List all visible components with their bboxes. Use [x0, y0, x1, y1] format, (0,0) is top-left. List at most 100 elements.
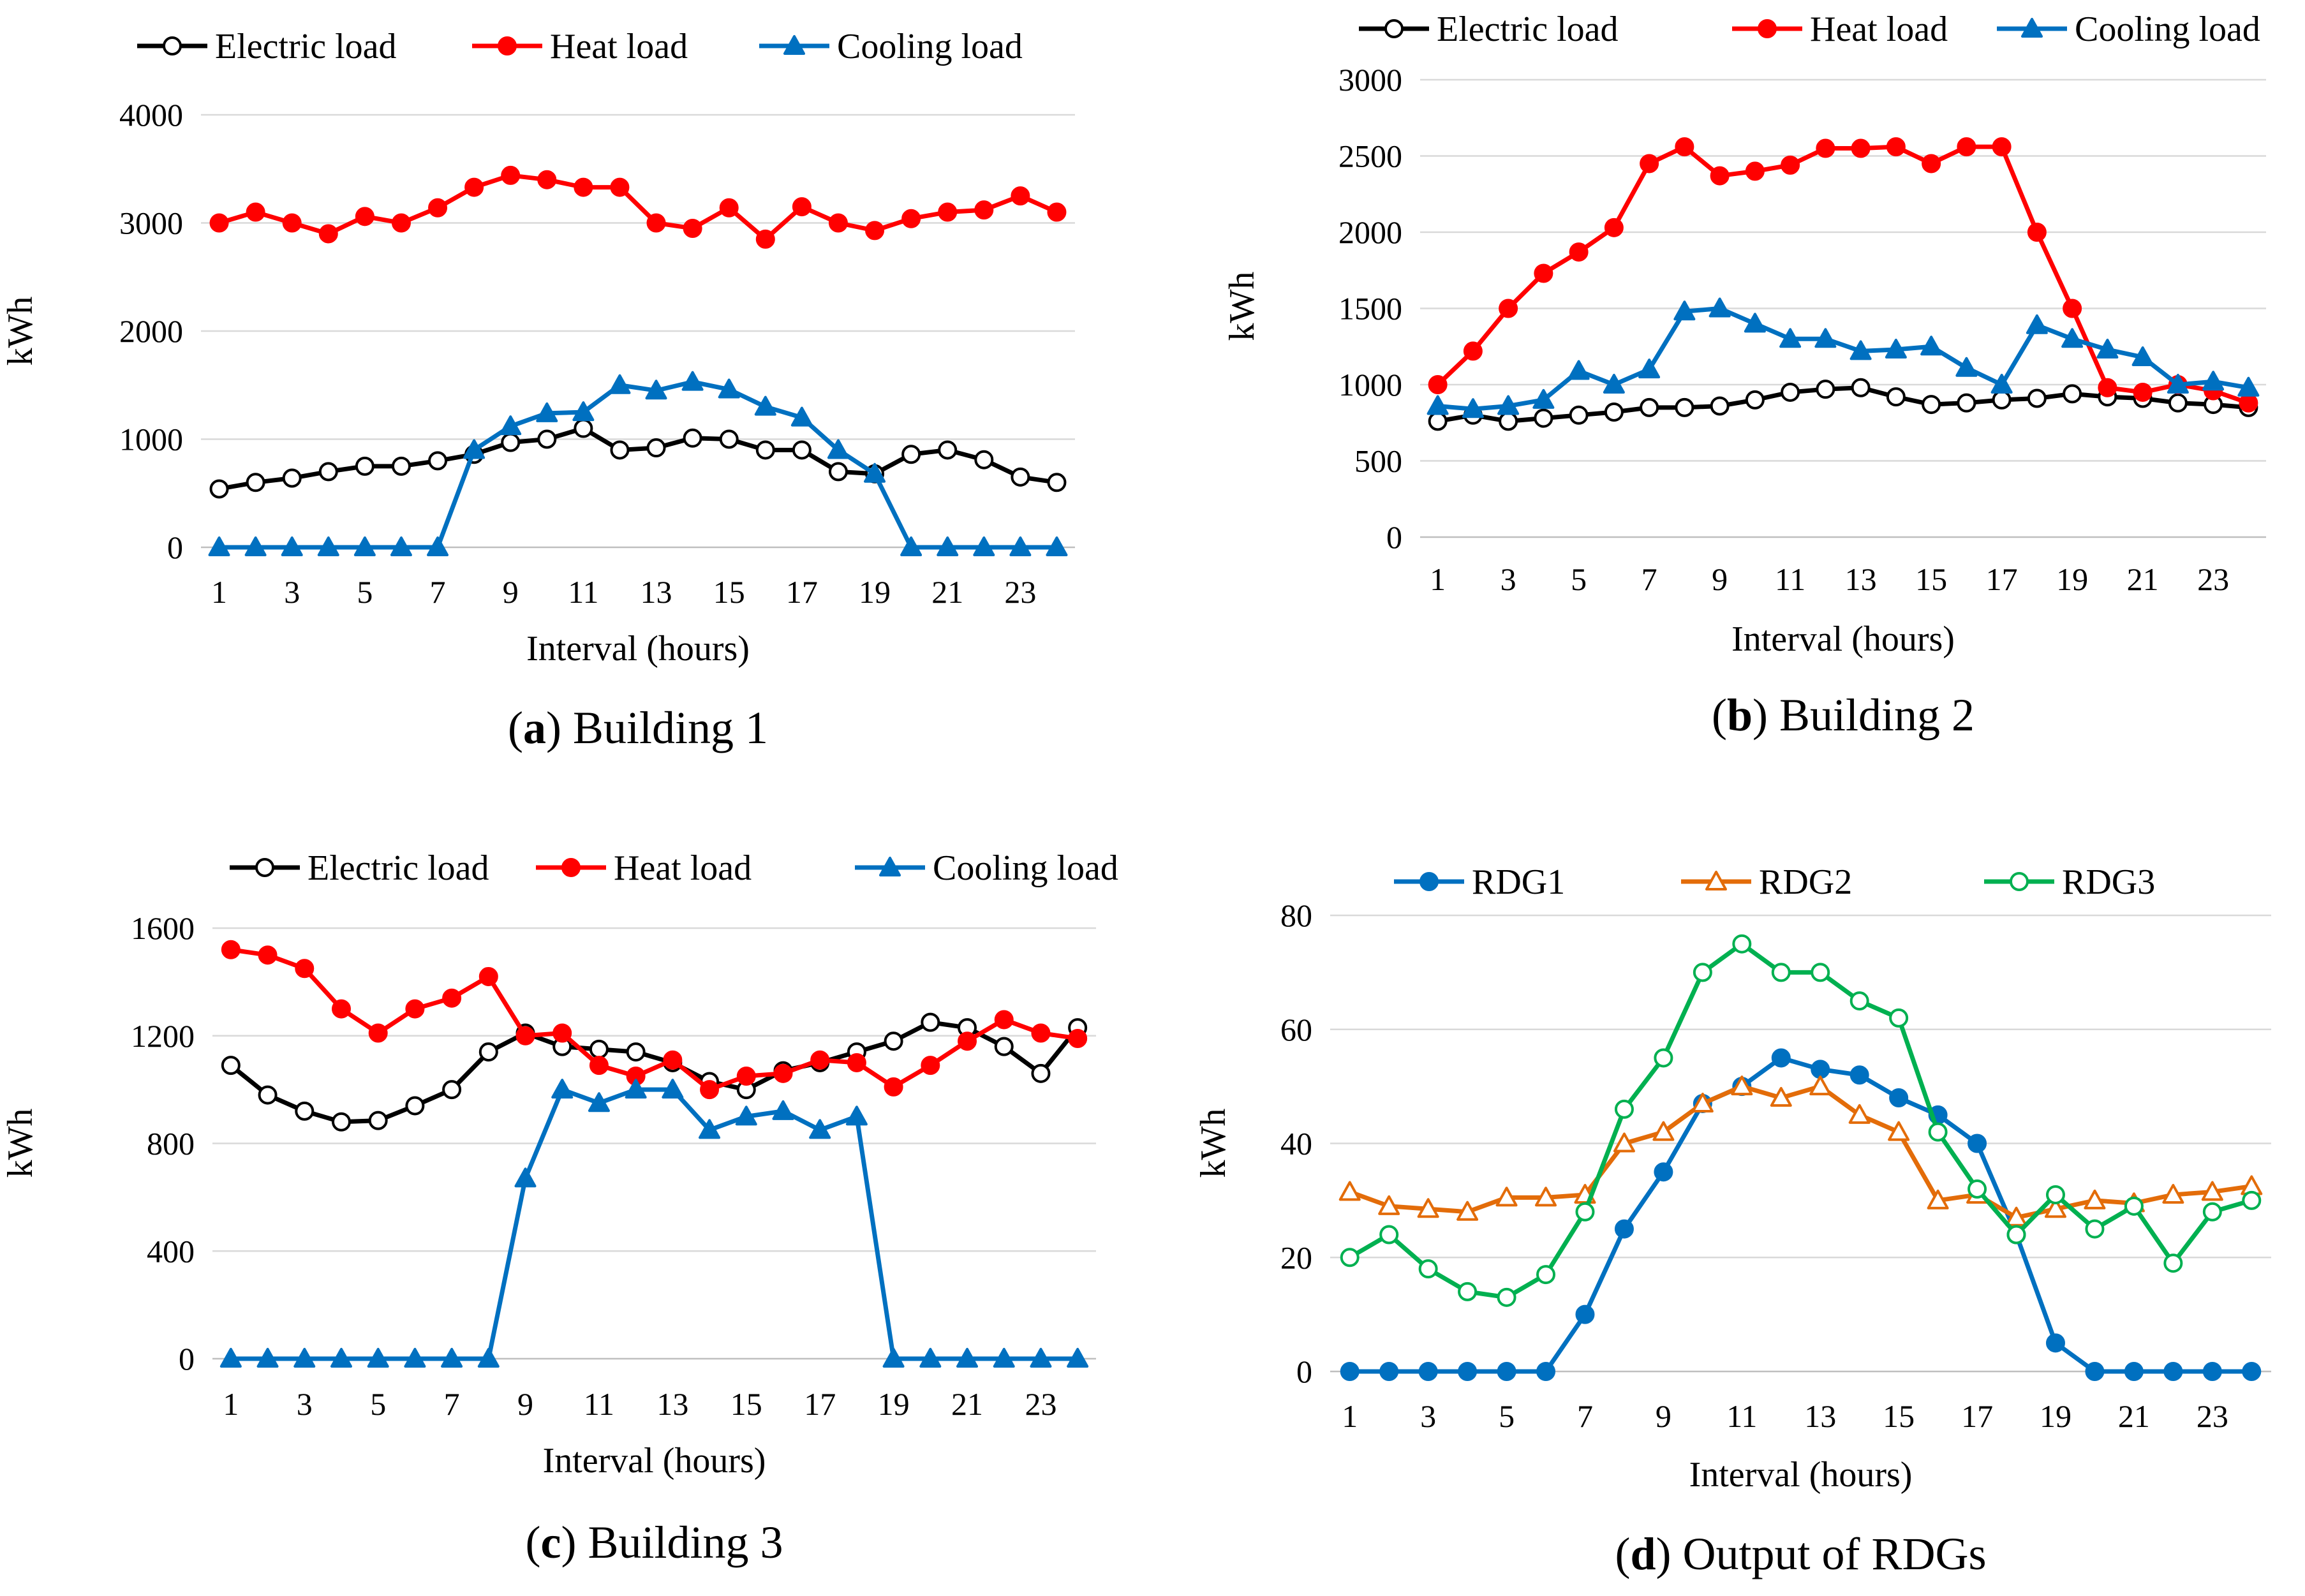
data-point	[1536, 1362, 1556, 1381]
data-point	[1067, 1348, 1089, 1368]
data-point	[281, 536, 303, 556]
data-point	[477, 1348, 500, 1368]
data-point	[1922, 395, 1941, 415]
data-point	[536, 402, 558, 422]
data-point	[1992, 390, 2012, 410]
legend-marker	[783, 35, 805, 55]
data-point	[1654, 1162, 1673, 1182]
data-point	[1458, 1362, 1478, 1381]
data-point	[1811, 963, 1830, 982]
data-point	[884, 1031, 903, 1051]
data-point	[209, 213, 229, 233]
data-point	[1568, 360, 1590, 380]
y-tick-label: 1600	[131, 910, 195, 946]
data-point	[1569, 405, 1589, 425]
data-point	[317, 536, 339, 556]
data-point	[828, 462, 848, 482]
data-point	[209, 479, 229, 499]
data-point	[2085, 1362, 2105, 1381]
data-point	[1009, 536, 1032, 556]
data-point	[391, 456, 411, 476]
x-tick-label: 17	[1986, 561, 2018, 597]
legend-marker	[1419, 872, 1439, 891]
y-tick-label: 1000	[1338, 367, 1402, 403]
series-cooling-load	[208, 371, 1068, 556]
data-point	[258, 945, 278, 965]
y-tick-label: 2000	[119, 313, 183, 349]
x-tick-label: 17	[786, 574, 818, 610]
data-point	[1569, 242, 1589, 262]
x-tick-label: 7	[430, 574, 446, 610]
data-point	[514, 1167, 537, 1188]
legend-marker	[2021, 18, 2043, 38]
data-point	[900, 536, 923, 556]
x-tick-label: 17	[1961, 1398, 1993, 1434]
legend-label: Cooling load	[933, 848, 1118, 888]
data-point	[282, 468, 302, 488]
data-point	[1710, 166, 1730, 186]
caption-title: Building 3	[588, 1517, 783, 1568]
data-point	[1640, 154, 1659, 174]
data-point	[2133, 382, 2153, 402]
data-point	[221, 1056, 241, 1075]
data-point	[974, 450, 994, 469]
series-line	[1347, 1084, 2254, 1220]
x-axis-title: Interval (hours)	[526, 629, 750, 669]
legend-item: Electric load	[137, 27, 397, 66]
data-point	[1534, 408, 1553, 428]
legend: Electric load Heat load Cooling load	[230, 848, 1118, 888]
data-point	[1456, 1201, 1479, 1221]
panel-caption: (d) Output of RDGs	[1615, 1528, 1986, 1579]
data-point	[1811, 1060, 1830, 1079]
data-point	[1886, 137, 1906, 157]
data-point	[293, 1348, 316, 1368]
data-point	[1851, 138, 1871, 158]
x-tick-label: 17	[804, 1386, 836, 1422]
data-point	[1779, 328, 1802, 348]
data-point	[1652, 1121, 1675, 1141]
data-point	[646, 213, 666, 233]
data-point	[994, 1037, 1014, 1056]
data-point	[1992, 137, 2012, 157]
data-point	[755, 229, 775, 249]
x-tick-label: 1	[1430, 561, 1446, 597]
data-point	[792, 197, 812, 217]
x-tick-label: 15	[713, 574, 745, 610]
data-point	[625, 1079, 647, 1099]
x-tick-label: 5	[357, 574, 373, 610]
series-line	[1435, 385, 2251, 424]
data-point	[2096, 339, 2119, 359]
x-tick-label: 1	[211, 574, 227, 610]
data-point	[1495, 1186, 1518, 1207]
data-point	[1614, 1099, 1634, 1119]
y-tick-label: 1500	[1338, 291, 1402, 327]
data-point	[2098, 378, 2117, 397]
x-tick-label: 13	[641, 574, 672, 610]
data-point	[1922, 154, 1941, 174]
data-point	[901, 445, 921, 464]
data-point	[295, 959, 315, 979]
x-tick-label: 19	[2056, 561, 2088, 597]
series-line	[228, 1087, 1080, 1361]
data-point	[1031, 1023, 1051, 1043]
legend-label: Cooling load	[2075, 10, 2260, 49]
data-point	[1814, 328, 1837, 348]
legend-marker	[1384, 19, 1404, 38]
data-point	[572, 401, 595, 422]
data-point	[574, 177, 593, 197]
x-tick-label: 9	[1712, 561, 1728, 597]
x-tick-label: 5	[370, 1386, 386, 1422]
data-point	[427, 536, 449, 556]
data-point	[2027, 388, 2047, 408]
data-point	[1849, 340, 1872, 360]
data-point	[318, 462, 338, 482]
data-point	[610, 440, 630, 460]
data-point	[1011, 186, 1030, 206]
data-point	[588, 1092, 610, 1112]
series-heat-load	[221, 940, 1088, 1100]
legend-label: Heat load	[1810, 10, 1948, 49]
data-point	[2124, 1196, 2144, 1216]
data-point	[355, 207, 374, 226]
